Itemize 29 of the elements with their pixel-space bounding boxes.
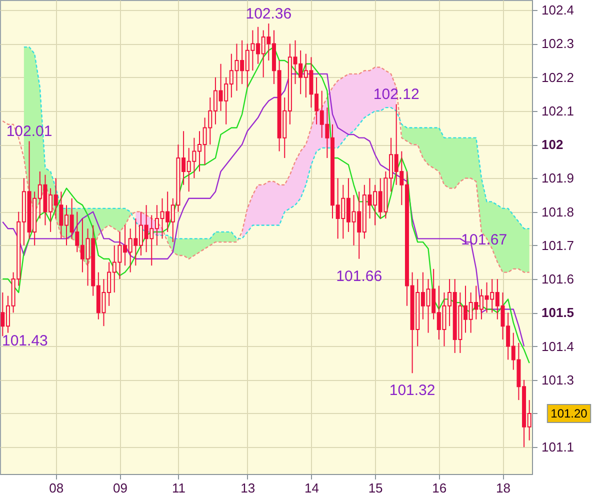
y-tick-label: 101.9	[542, 170, 574, 186]
y-tick-label: 102.1	[542, 103, 574, 118]
annotation: 101.32	[389, 382, 436, 400]
annotation: 101.43	[2, 332, 48, 350]
y-tick-label: 101.6	[542, 272, 574, 287]
x-tick-label: 15	[368, 480, 383, 496]
y-tick-label: 101.1	[542, 440, 574, 455]
y-tick-label: 101.4	[542, 338, 574, 354]
y-tick-label: 102	[542, 137, 564, 152]
x-tick-label: 16	[432, 480, 447, 496]
annotation: 102.12	[373, 86, 420, 104]
x-tick-label: 13	[240, 480, 256, 496]
y-tick-label: 102.2	[542, 70, 574, 85]
y-tick-label: 101.7	[542, 238, 574, 253]
annotation: 101.66	[336, 268, 382, 285]
annotation: 101.67	[461, 231, 508, 248]
text: 101.20	[550, 406, 588, 420]
x-tick-label: 08	[49, 480, 64, 496]
annotation: 102.01	[6, 123, 52, 140]
y-tick-label: 102.4	[542, 2, 574, 18]
y-tick-label: 101.3	[542, 372, 574, 388]
x-tick-label: 14	[304, 480, 319, 496]
y-tick-label: 101.5	[542, 305, 574, 320]
x-tick-label: 11	[172, 480, 186, 496]
y-tick-label: 102.3	[542, 36, 574, 52]
x-tick-label: 18	[496, 480, 510, 496]
y-tick-label: 101.8	[542, 204, 574, 220]
x-tick-label: 09	[112, 480, 128, 496]
annotation: 102.36	[246, 6, 292, 23]
